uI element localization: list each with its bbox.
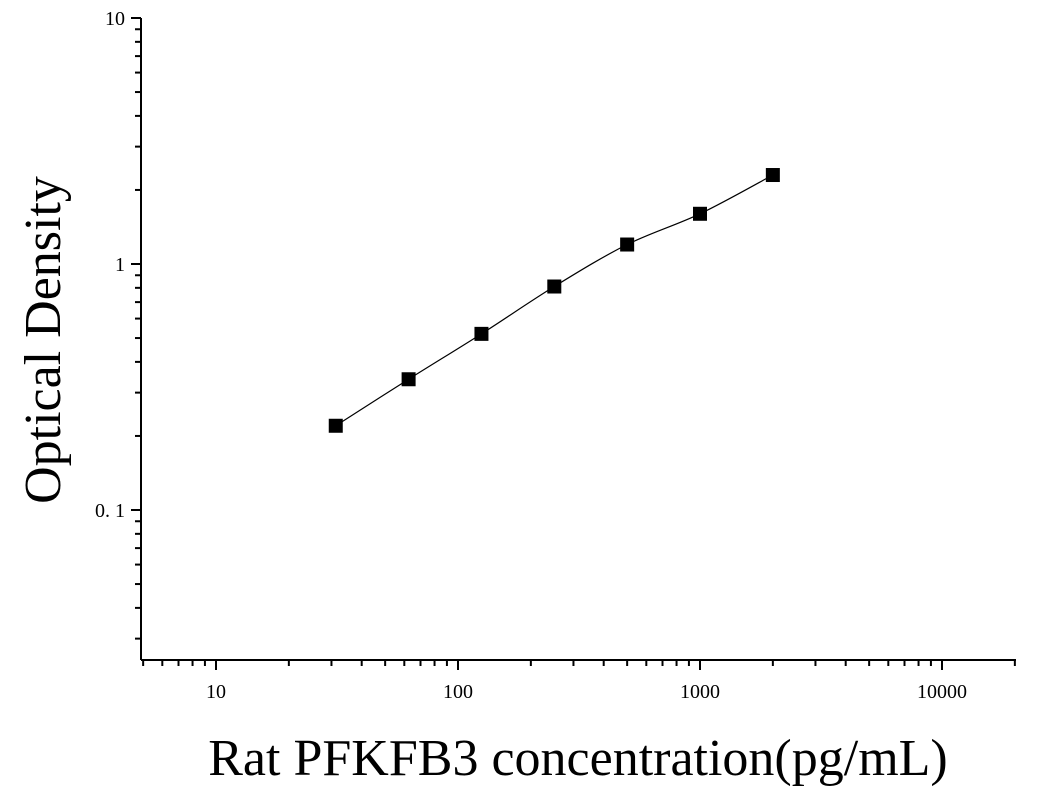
x-tick-label: 100 [443,681,473,703]
data-points [328,168,780,433]
y-tick-label: 1 [115,254,125,276]
x-axis-title: Rat PFKFB3 concentration(pg/mL) [208,730,947,787]
axes [140,18,1016,661]
x-tick-label: 1000 [680,681,720,703]
x-ticks: 10 100 1000 10000 [142,660,1016,703]
x-tick-label: 10000 [917,681,967,703]
fit-curve [335,174,774,427]
data-point [401,372,416,387]
data-point [474,326,489,341]
y-tick-label: 10 [105,8,125,30]
data-point [620,237,635,252]
x-tick-label: 10 [206,681,226,703]
y-ticks: 0. 1 1 10 [95,8,141,640]
data-point [693,206,707,221]
y-tick-label: 0. 1 [95,500,125,522]
data-point [547,279,562,294]
data-point [765,168,780,183]
y-axis-title: Optical Density [15,176,72,504]
data-point [328,418,343,433]
